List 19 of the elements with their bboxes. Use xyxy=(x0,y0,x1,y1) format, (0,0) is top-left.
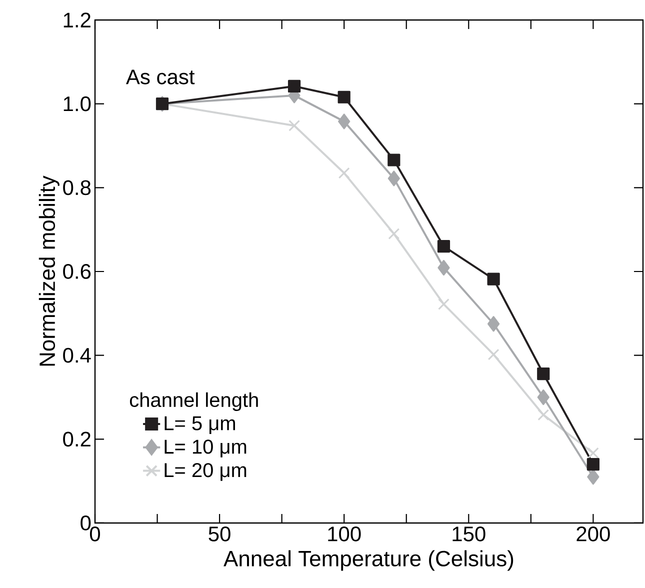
y-tick-label: 1.0 xyxy=(64,96,91,112)
x-tick-label: 100 xyxy=(328,526,361,542)
legend-title: channel length xyxy=(130,392,258,412)
legend-label: L= 20 μm xyxy=(164,463,246,481)
x-tick-label: 0 xyxy=(90,526,100,542)
y-tick-label: 1.2 xyxy=(64,12,90,28)
x-axis-title: Anneal Temperature (Celsius) xyxy=(224,550,514,571)
x-tick-label: 50 xyxy=(208,526,230,542)
y-tick-label: 0.2 xyxy=(63,432,90,447)
y-tick-label: 0.4 xyxy=(63,348,91,363)
y-axis-title: Normalized mobility xyxy=(38,176,60,366)
y-tick-label: 0.8 xyxy=(63,180,91,196)
annotation: As cast xyxy=(126,70,195,84)
legend-label: L= 5 μm xyxy=(164,416,235,434)
legend-label: L= 10 μm xyxy=(164,440,246,458)
y-tick-label: 0.6 xyxy=(63,264,91,279)
x-tick-label: 200 xyxy=(576,526,610,542)
y-tick-label: 0 xyxy=(80,516,91,530)
x-tick-label: 150 xyxy=(452,526,486,542)
